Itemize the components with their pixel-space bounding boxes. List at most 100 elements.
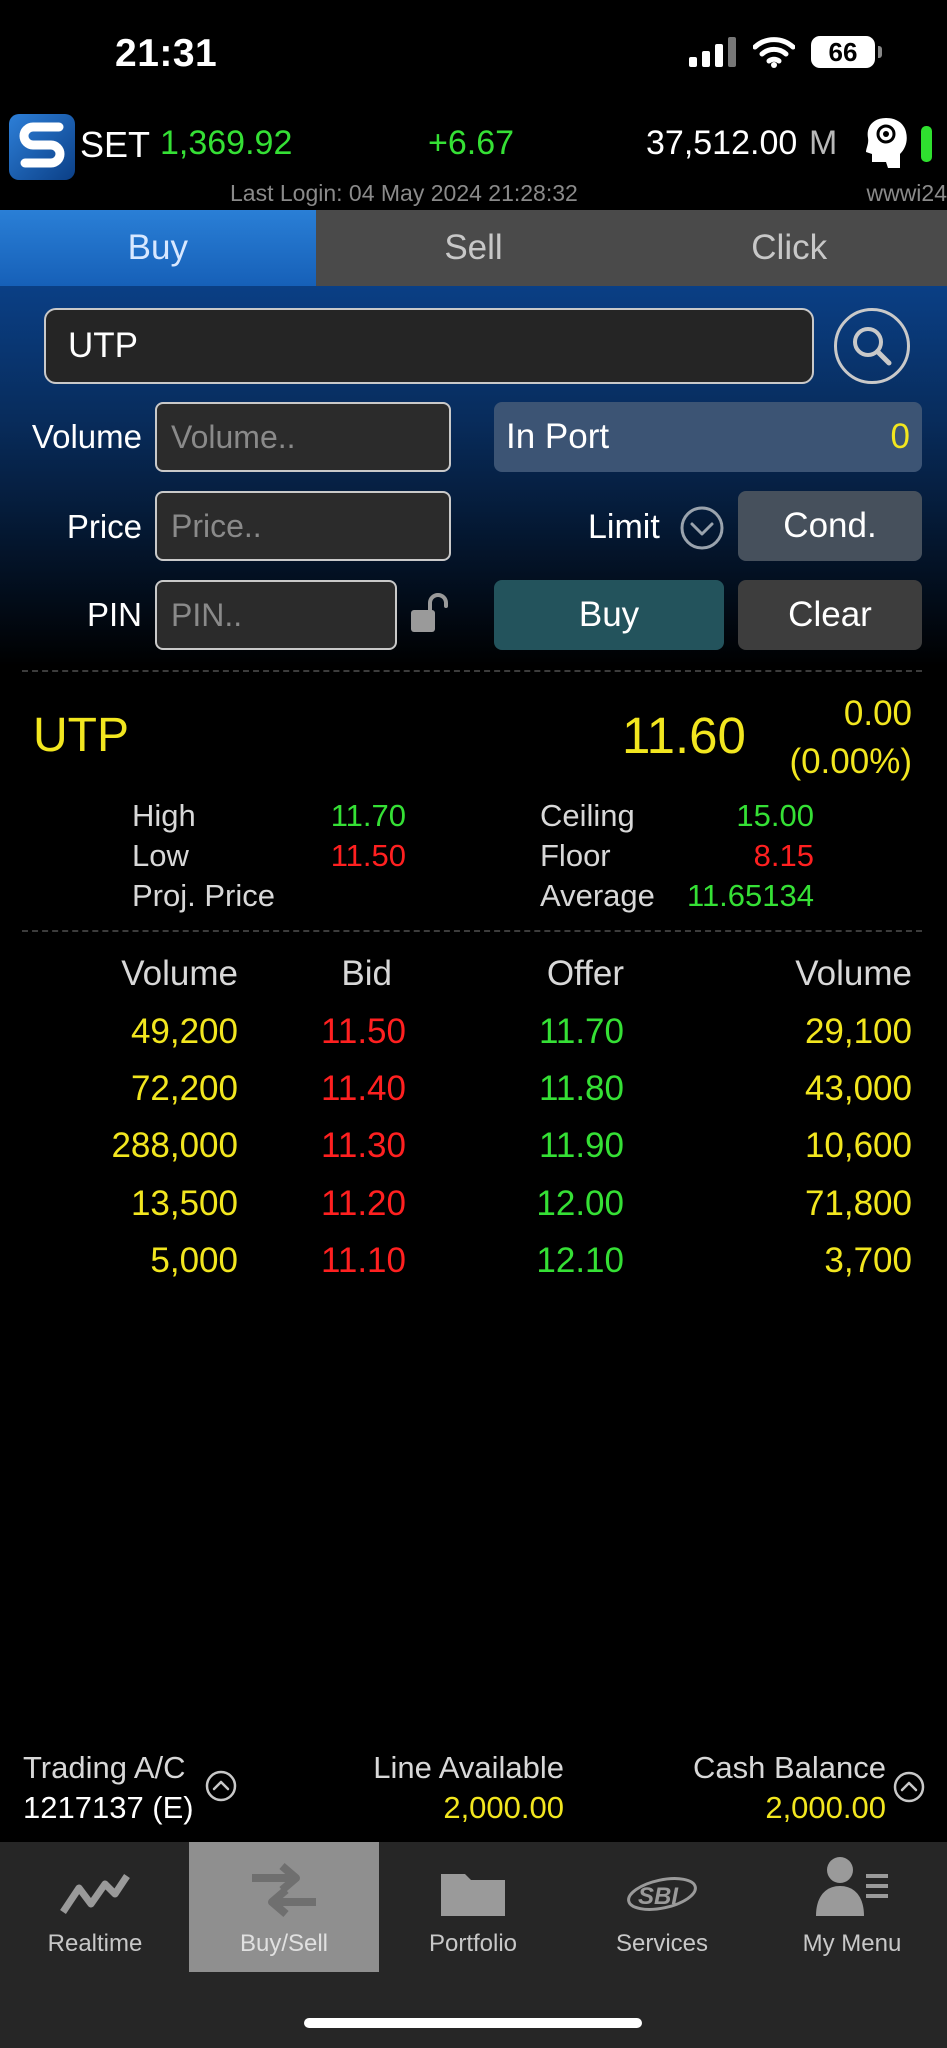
tab-buy[interactable]: Buy bbox=[0, 210, 316, 286]
chart-line-icon bbox=[60, 1874, 130, 1914]
arrows-exchange-icon bbox=[252, 1862, 316, 1918]
connection-status-indicator bbox=[921, 126, 932, 162]
bid-volume-cell: 72,200 bbox=[130, 1069, 238, 1108]
nav-buy-sell[interactable]: Buy/Sell bbox=[189, 1842, 379, 1972]
nav-label: Services bbox=[615, 1930, 709, 1957]
chevron-up-icon[interactable] bbox=[893, 1771, 925, 1808]
line-available-value: 2,000.00 bbox=[443, 1790, 564, 1825]
bid-price-cell[interactable]: 11.40 bbox=[321, 1069, 406, 1108]
average-value: 11.65134 bbox=[687, 878, 814, 913]
order-tabs: Buy Sell Click bbox=[0, 210, 947, 286]
sbi-logo-icon: SBI bbox=[627, 1877, 697, 1911]
divider bbox=[22, 670, 922, 672]
price-input[interactable]: Price.. bbox=[155, 491, 451, 561]
line-available-label: Line Available bbox=[373, 1750, 564, 1785]
high-value: 11.70 bbox=[330, 798, 406, 833]
offer-price-cell[interactable]: 11.70 bbox=[539, 1012, 624, 1051]
last-login: Last Login: 04 May 2024 21:28:32 bbox=[230, 180, 578, 206]
status-icons: 66 bbox=[689, 36, 882, 68]
advisor-head-icon[interactable] bbox=[862, 114, 910, 173]
search-button[interactable] bbox=[834, 308, 910, 384]
cond-button[interactable]: Cond. bbox=[738, 491, 922, 561]
clear-button[interactable]: Clear bbox=[738, 580, 922, 650]
nav-services[interactable]: SBI Services bbox=[567, 1842, 757, 1972]
proj-price-label: Proj. Price bbox=[132, 878, 275, 913]
market-index: 1,369.92 bbox=[160, 124, 293, 162]
low-value: 11.50 bbox=[330, 838, 406, 873]
quote-change-value: 0.00 bbox=[843, 694, 912, 733]
bid-volume-cell: 288,000 bbox=[111, 1126, 238, 1165]
market-change: +6.67 bbox=[428, 124, 515, 162]
offer-volume-cell: 3,700 bbox=[824, 1241, 912, 1280]
market-value-unit: M bbox=[809, 124, 838, 162]
cash-balance-label: Cash Balance bbox=[692, 1750, 886, 1785]
order-type-select[interactable]: Limit bbox=[588, 508, 660, 546]
trading-account-value: 1217137 (E) bbox=[23, 1790, 194, 1825]
offer-header: Offer bbox=[546, 954, 624, 993]
nav-label: Realtime bbox=[47, 1930, 143, 1957]
status-time: 21:31 bbox=[115, 32, 218, 75]
user-menu-icon bbox=[816, 1857, 888, 1916]
battery-level: 66 bbox=[828, 36, 858, 67]
quote-change: 0.00 (0.00%) bbox=[789, 690, 912, 786]
offer-price-cell[interactable]: 12.00 bbox=[536, 1184, 624, 1223]
floor-label: Floor bbox=[540, 838, 611, 873]
nav-portfolio[interactable]: Portfolio bbox=[378, 1842, 568, 1972]
volume-label: Volume bbox=[31, 418, 142, 455]
average-label: Average bbox=[540, 878, 655, 913]
pin-input[interactable]: PIN.. bbox=[155, 580, 397, 650]
cellular-signal-icon bbox=[689, 37, 736, 67]
pin-label: PIN bbox=[86, 596, 142, 633]
nav-my-menu[interactable]: My Menu bbox=[757, 1842, 947, 1972]
nav-label: My Menu bbox=[802, 1930, 902, 1957]
price-label: Price bbox=[66, 508, 142, 545]
quote-change-percent: (0.00%) bbox=[789, 742, 912, 781]
tab-click[interactable]: Click bbox=[631, 210, 947, 286]
bottom-nav bbox=[0, 1842, 947, 2048]
market-value: 37,512.00 bbox=[646, 124, 798, 162]
offer-price-cell[interactable]: 12.10 bbox=[536, 1241, 624, 1280]
bid-volume-cell: 5,000 bbox=[150, 1241, 238, 1280]
app-logo-icon[interactable] bbox=[9, 114, 75, 180]
high-label: High bbox=[132, 798, 196, 833]
nav-label: Portfolio bbox=[428, 1930, 518, 1957]
folder-icon bbox=[441, 1874, 505, 1916]
bid-volume-cell: 49,200 bbox=[130, 1012, 238, 1051]
offer-volume-cell: 10,600 bbox=[804, 1126, 912, 1165]
nav-label: Buy/Sell bbox=[239, 1930, 329, 1957]
quote-symbol: UTP bbox=[33, 709, 129, 762]
bid-price-cell[interactable]: 11.50 bbox=[321, 1012, 406, 1051]
offer-volume-cell: 43,000 bbox=[804, 1069, 912, 1108]
market-name: SET bbox=[80, 124, 151, 165]
offer-price-cell[interactable]: 11.80 bbox=[539, 1069, 624, 1108]
trading-account-label: Trading A/C bbox=[23, 1750, 186, 1785]
unlock-icon[interactable] bbox=[408, 592, 452, 641]
bid-volume-header: Volume bbox=[121, 954, 238, 993]
offer-volume-cell: 71,800 bbox=[804, 1184, 912, 1223]
tab-sell[interactable]: Sell bbox=[315, 210, 632, 286]
symbol-input[interactable]: UTP bbox=[44, 308, 814, 384]
search-icon bbox=[853, 327, 892, 366]
bid-volume-cell: 13,500 bbox=[130, 1184, 238, 1223]
quote-last-price: 11.60 bbox=[622, 707, 746, 764]
cash-balance-value: 2,000.00 bbox=[765, 1790, 886, 1825]
ceiling-label: Ceiling bbox=[540, 798, 635, 833]
bid-price-cell[interactable]: 11.10 bbox=[321, 1241, 406, 1280]
divider bbox=[22, 930, 922, 932]
bid-price-cell[interactable]: 11.20 bbox=[321, 1184, 406, 1223]
nav-realtime[interactable]: Realtime bbox=[0, 1842, 190, 1972]
bid-header: Bid bbox=[341, 954, 392, 993]
low-label: Low bbox=[132, 838, 189, 873]
wifi-icon bbox=[753, 37, 795, 68]
chevron-down-icon[interactable] bbox=[679, 505, 725, 556]
floor-value: 8.15 bbox=[753, 838, 814, 873]
home-indicator[interactable] bbox=[304, 2018, 642, 2028]
buy-button[interactable]: Buy bbox=[494, 580, 724, 650]
offer-volume-cell: 29,100 bbox=[804, 1012, 912, 1051]
chevron-up-icon[interactable] bbox=[205, 1770, 237, 1807]
volume-input[interactable]: Volume.. bbox=[155, 402, 451, 472]
offer-price-cell[interactable]: 11.90 bbox=[539, 1126, 624, 1165]
bid-price-cell[interactable]: 11.30 bbox=[321, 1126, 406, 1165]
offer-volume-header: Volume bbox=[795, 954, 912, 993]
ceiling-value: 15.00 bbox=[736, 798, 814, 833]
